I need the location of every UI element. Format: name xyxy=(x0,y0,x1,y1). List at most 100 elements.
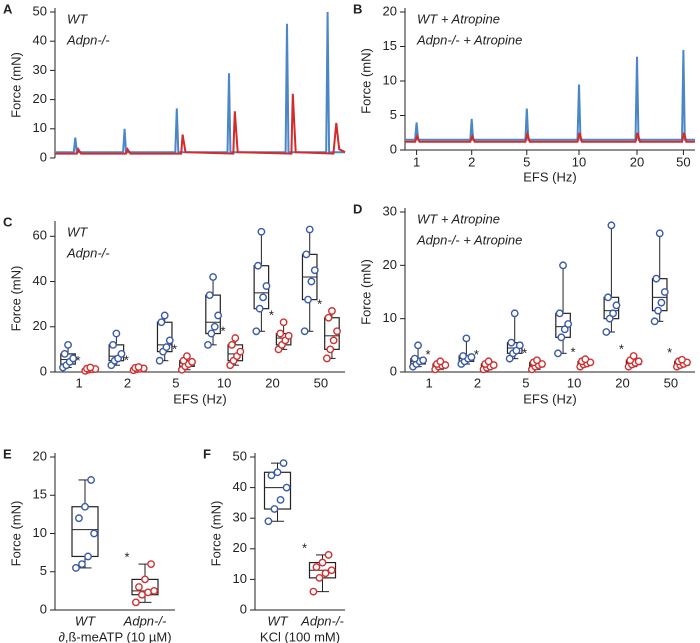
significance: * xyxy=(269,308,274,323)
y-tick-label: 5 xyxy=(390,107,397,122)
y-axis-label: Force (mN) xyxy=(8,52,23,118)
y-tick-label: 20 xyxy=(383,3,397,18)
data-point xyxy=(533,356,541,365)
significance: * xyxy=(302,540,307,555)
data-point xyxy=(188,357,196,366)
data-point xyxy=(264,517,273,526)
y-tick-label: 0 xyxy=(40,363,47,378)
data-point xyxy=(515,341,524,350)
x-tick-label: 5 xyxy=(523,154,530,169)
x-tick-label: 1 xyxy=(413,154,420,169)
data-point xyxy=(318,558,327,567)
x-axis-label: KCl (100 mM) xyxy=(260,629,340,643)
x-tick-label: Adpn-/- xyxy=(300,613,344,628)
data-point xyxy=(505,354,514,363)
significance: * xyxy=(667,345,672,360)
data-point xyxy=(436,357,445,366)
data-point xyxy=(634,357,643,366)
data-point xyxy=(86,363,95,372)
y-tick-label: 40 xyxy=(33,33,47,48)
data-point xyxy=(64,340,72,349)
data-point xyxy=(210,322,219,331)
y-axis-label: Force (mN) xyxy=(358,259,373,325)
x-tick-label: 2 xyxy=(474,375,481,390)
legend-entry: WT xyxy=(67,11,88,26)
significance: * xyxy=(124,352,129,367)
significance: * xyxy=(522,346,527,361)
y-tick-label: 20 xyxy=(33,318,47,333)
y-axis-label: Force (mN) xyxy=(358,48,373,114)
data-point xyxy=(155,356,164,365)
data-point xyxy=(81,502,89,511)
data-point xyxy=(279,459,288,468)
x-tick-label: Adpn-/- xyxy=(123,613,167,628)
data-point xyxy=(276,329,285,338)
data-point xyxy=(150,586,159,595)
data-point xyxy=(78,560,86,568)
legend-entry: WT + Atropine xyxy=(417,11,500,26)
data-point xyxy=(559,261,567,270)
panel-label: A xyxy=(3,1,13,16)
data-point xyxy=(270,505,279,513)
data-point xyxy=(254,261,262,270)
data-point xyxy=(555,309,564,318)
data-point xyxy=(134,363,143,371)
x-tick-label: 1 xyxy=(76,375,83,390)
data-point xyxy=(655,229,664,238)
x-tick-label: 5 xyxy=(522,375,529,390)
data-point xyxy=(231,334,240,342)
y-tick-label: 30 xyxy=(383,203,397,218)
data-point xyxy=(72,564,80,572)
data-point xyxy=(90,529,99,538)
data-point xyxy=(117,350,126,358)
data-point xyxy=(300,327,309,336)
data-point xyxy=(84,552,92,561)
panel-label: E xyxy=(3,446,12,461)
data-point xyxy=(282,483,291,492)
y-tick-label: 30 xyxy=(233,510,247,525)
data-point xyxy=(60,350,69,358)
data-point xyxy=(581,355,590,364)
data-point xyxy=(467,353,476,361)
data-point xyxy=(112,329,121,338)
x-tick-label: 20 xyxy=(615,375,629,390)
x-axis-label: EFS (Hz) xyxy=(173,391,226,406)
x-tick-label: 2 xyxy=(468,154,475,169)
data-point xyxy=(333,327,341,336)
data-point xyxy=(554,349,562,358)
data-point xyxy=(304,295,312,304)
y-tick-label: 0 xyxy=(390,363,397,378)
data-point xyxy=(165,336,174,345)
legend-entry: Adpn-/- xyxy=(66,245,110,260)
significance: * xyxy=(317,296,322,311)
data-point xyxy=(236,347,245,356)
significance: * xyxy=(124,550,129,565)
legend-entry: Adpn-/- xyxy=(66,32,110,47)
data-point xyxy=(255,304,264,313)
data-point xyxy=(510,309,519,318)
y-axis-label: Force (mN) xyxy=(8,501,23,567)
data-point xyxy=(512,346,521,355)
data-point xyxy=(650,317,659,326)
x-tick-label: 5 xyxy=(172,375,179,390)
data-point xyxy=(227,340,236,349)
trace xyxy=(405,49,695,141)
y-tick-label: 10 xyxy=(33,120,47,135)
data-point xyxy=(328,307,336,315)
x-tick-label: 10 xyxy=(567,375,581,390)
y-tick-label: 10 xyxy=(33,525,47,540)
significance: * xyxy=(172,342,177,357)
legend-entry: WT xyxy=(67,224,88,239)
y-tick-label: 15 xyxy=(33,487,47,502)
data-point xyxy=(276,495,285,504)
trace xyxy=(55,93,346,155)
significance: * xyxy=(619,341,624,356)
data-point xyxy=(564,320,573,328)
y-tick-label: 50 xyxy=(233,448,247,463)
significance: * xyxy=(474,347,479,362)
data-point xyxy=(324,551,333,559)
panel-label: B xyxy=(353,1,362,16)
data-point xyxy=(605,314,614,323)
y-tick-label: 20 xyxy=(33,91,47,106)
data-point xyxy=(284,331,293,340)
